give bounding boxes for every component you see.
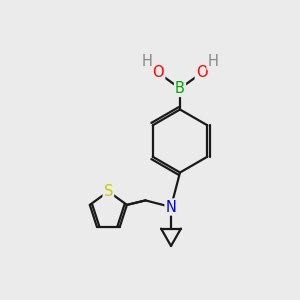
Text: O: O [153,65,164,80]
Text: O: O [196,65,207,80]
Text: H: H [208,54,218,69]
Text: S: S [104,184,113,199]
Text: N: N [166,200,176,214]
Text: H: H [142,54,152,69]
Text: B: B [175,81,185,96]
